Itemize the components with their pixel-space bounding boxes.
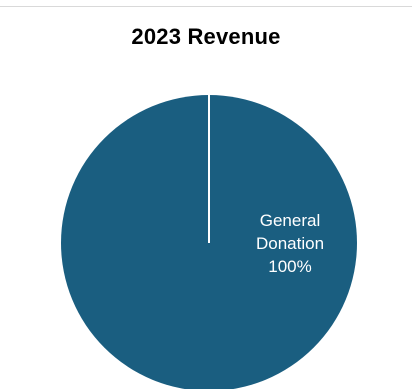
slice-label-0-line-0: General: [260, 211, 320, 230]
top-divider: [0, 6, 412, 7]
slice-label-0-line-1: Donation: [256, 234, 324, 253]
pie-labels: General Donation 100%: [256, 211, 324, 276]
slice-label-0-line-2: 100%: [268, 257, 311, 276]
pie-slices: [61, 95, 357, 389]
chart-title: 2023 Revenue: [131, 24, 281, 49]
